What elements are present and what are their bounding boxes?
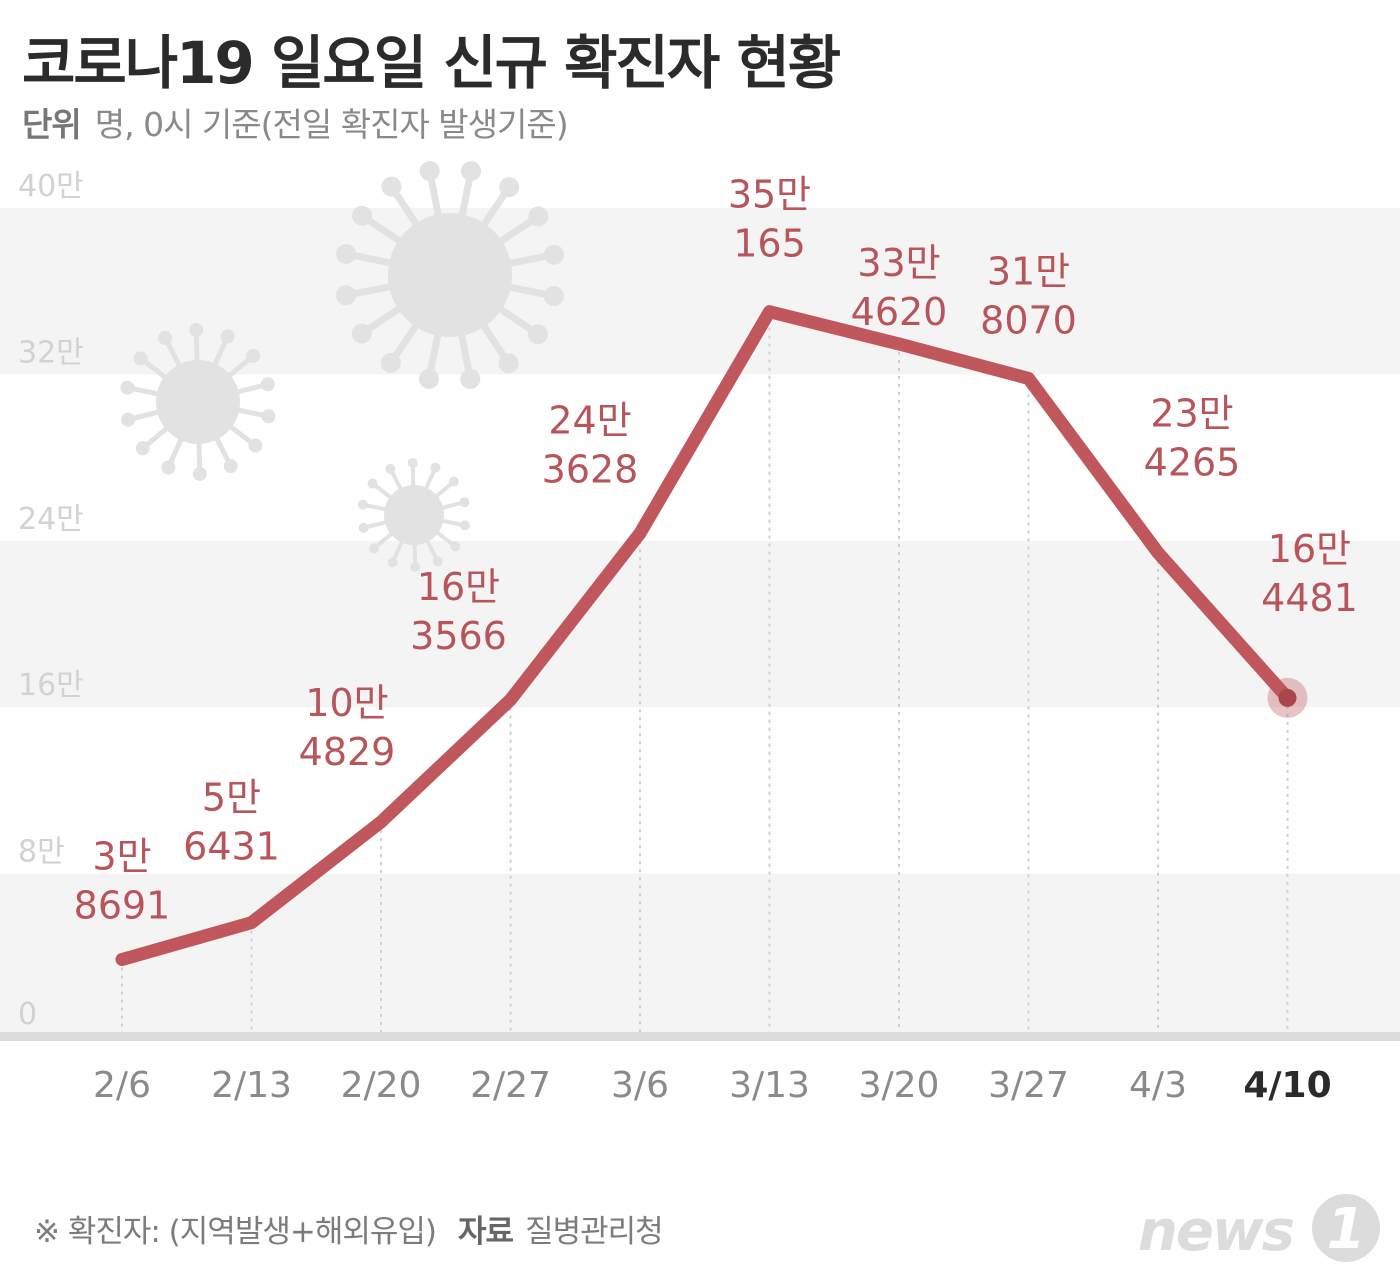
footer-note: ※ 확진자: (지역발생+해외유입) [34,1214,437,1250]
y-axis: 0 8만 16만 24만 32만 40만 [18,169,84,1032]
baseline-bar [0,1032,1400,1041]
y-tick-label: 24만 [18,502,84,537]
data-label-top: 24만 [548,398,631,442]
data-label: 5만 6431 [183,776,280,869]
news1-logo: news 1 [1138,1194,1380,1264]
data-label-bottom: 3628 [542,447,639,491]
data-label: 31만 8070 [980,249,1077,342]
series-line [115,305,1308,967]
data-label: 10만 4829 [299,681,396,774]
x-tick-label: 2/13 [211,1065,292,1106]
y-tick-label: 32만 [18,335,84,370]
data-label-bottom: 4620 [851,290,948,334]
unit-note: 단위 명, 0시 기준(전일 확진자 발생기준) [22,98,569,146]
data-label-top: 3만 [92,835,151,879]
x-tick-label: 4/10 [1243,1065,1331,1106]
y-tick-label: 0 [18,997,37,1032]
logo-text: news [1138,1199,1294,1264]
data-label: 16만 3566 [410,565,507,658]
data-label-top: 16만 [417,565,500,609]
x-gridlines [121,319,1289,1032]
series-polyline [115,305,1294,967]
data-label: 33만 4620 [851,241,948,334]
x-tick-label: 3/13 [729,1065,810,1106]
x-tick-label: 2/20 [341,1065,422,1106]
data-label-top: 16만 [1268,527,1351,571]
end-point [1278,688,1297,707]
source-value: 질병관리청 [525,1214,664,1250]
y-tick-label: 40만 [18,169,84,204]
x-tick-label: 4/3 [1129,1065,1187,1106]
grid-band [0,208,1400,375]
unit-text: 명, 0시 기준(전일 확진자 발생기준) [94,105,569,144]
data-label: 24만 3628 [542,398,639,491]
x-tick-label: 2/6 [93,1065,151,1106]
data-label-bottom: 4265 [1144,441,1241,485]
logo-badge-icon [1312,1194,1380,1262]
data-label-bottom: 8691 [74,884,171,928]
data-label-bottom: 6431 [183,825,280,869]
unit-label: 단위 [22,105,82,144]
data-label: 3만 8691 [74,835,171,928]
source-label: 자료 [458,1214,514,1250]
data-label: 16만 4481 [1261,527,1358,620]
grid-band [0,540,1400,708]
data-label-bottom: 8070 [980,298,1077,342]
footer: ※ 확진자: (지역발생+해외유입) 자료 질병관리청 [34,1206,664,1251]
data-label-top: 10만 [305,681,388,725]
virus-icon [120,323,276,481]
x-tick-label: 3/6 [611,1065,669,1106]
y-tick-label: 8만 [18,835,65,870]
logo-badge-text: 1 [1327,1197,1366,1262]
data-label-top: 5만 [202,776,261,820]
x-tick-label: 3/20 [859,1065,940,1106]
data-label-top: 33만 [857,241,940,285]
virus-decoration [120,160,565,572]
grid-band [0,873,1400,1040]
data-label-bottom: 3566 [410,614,507,658]
x-tick-label: 3/27 [988,1065,1069,1106]
virus-icon [358,458,470,572]
data-label-top: 23만 [1150,392,1233,436]
data-label-top: 31만 [987,249,1070,293]
x-tick-label: 2/27 [470,1065,551,1106]
chart-bands [0,208,1400,1040]
page-title: 코로나19 일요일 신규 확진자 현황 [22,29,841,97]
data-label-bottom: 165 [733,222,806,266]
x-axis-baseline [0,1032,1400,1041]
data-label-bottom: 4481 [1261,576,1358,620]
x-axis: 2/6 2/13 2/20 2/27 3/6 3/13 3/20 3/27 4/3 4/10 [93,1065,1332,1106]
data-label: 35만 165 [728,173,811,266]
data-label-top: 35만 [728,173,811,217]
data-label: 23만 4265 [1144,392,1241,485]
data-label-bottom: 4829 [299,730,396,774]
virus-icon [335,160,565,390]
y-tick-label: 16만 [18,668,84,703]
